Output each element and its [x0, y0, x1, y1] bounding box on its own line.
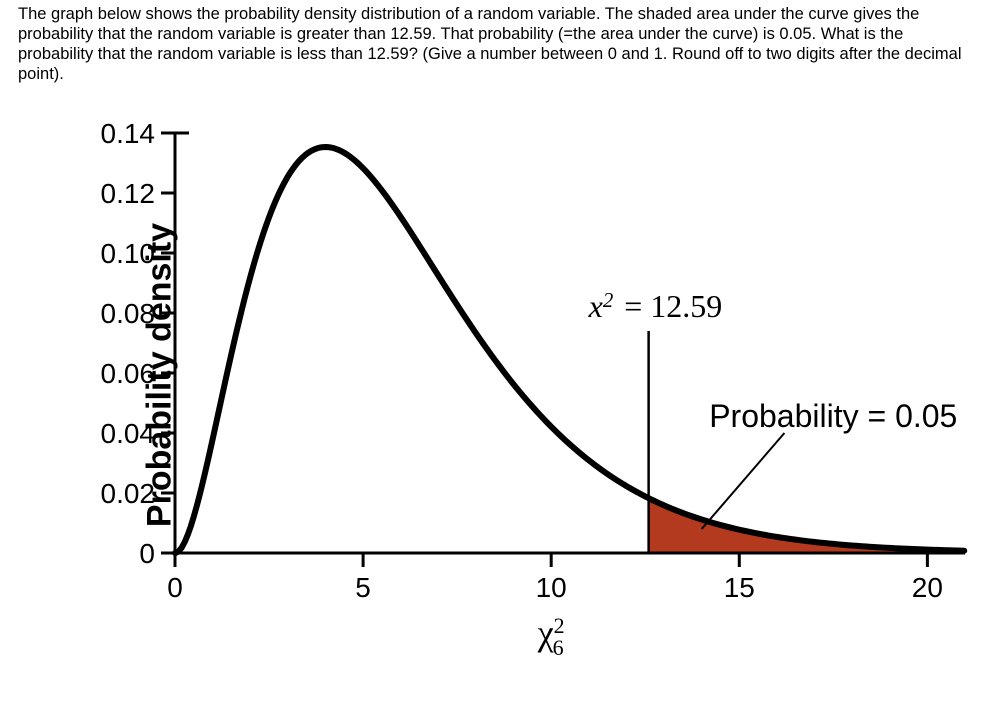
- y-axis-label: Probability density: [141, 223, 180, 527]
- y-tick-label: 0.12: [101, 178, 156, 209]
- x-tick-label: 10: [536, 572, 567, 603]
- x-tick-label: 5: [355, 572, 371, 603]
- probability-leader-line: [702, 433, 785, 529]
- density-curve: [175, 147, 964, 553]
- y-tick-label: 0: [139, 538, 155, 569]
- y-tick-label: 0.14: [101, 118, 156, 149]
- chart-container: Probability density 00.020.040.060.080.1…: [0, 95, 1000, 695]
- shaded-tail-area: [649, 498, 965, 553]
- x-tick-label: 0: [167, 572, 183, 603]
- x-tick-label: 15: [724, 572, 755, 603]
- question-text: The graph below shows the probability de…: [18, 4, 978, 85]
- probability-annotation: Probability = 0.05: [709, 398, 957, 434]
- x-axis-label: χ26: [537, 613, 565, 660]
- x-tick-label: 20: [912, 572, 943, 603]
- critical-value-annotation: x2 = 12.59: [588, 288, 723, 324]
